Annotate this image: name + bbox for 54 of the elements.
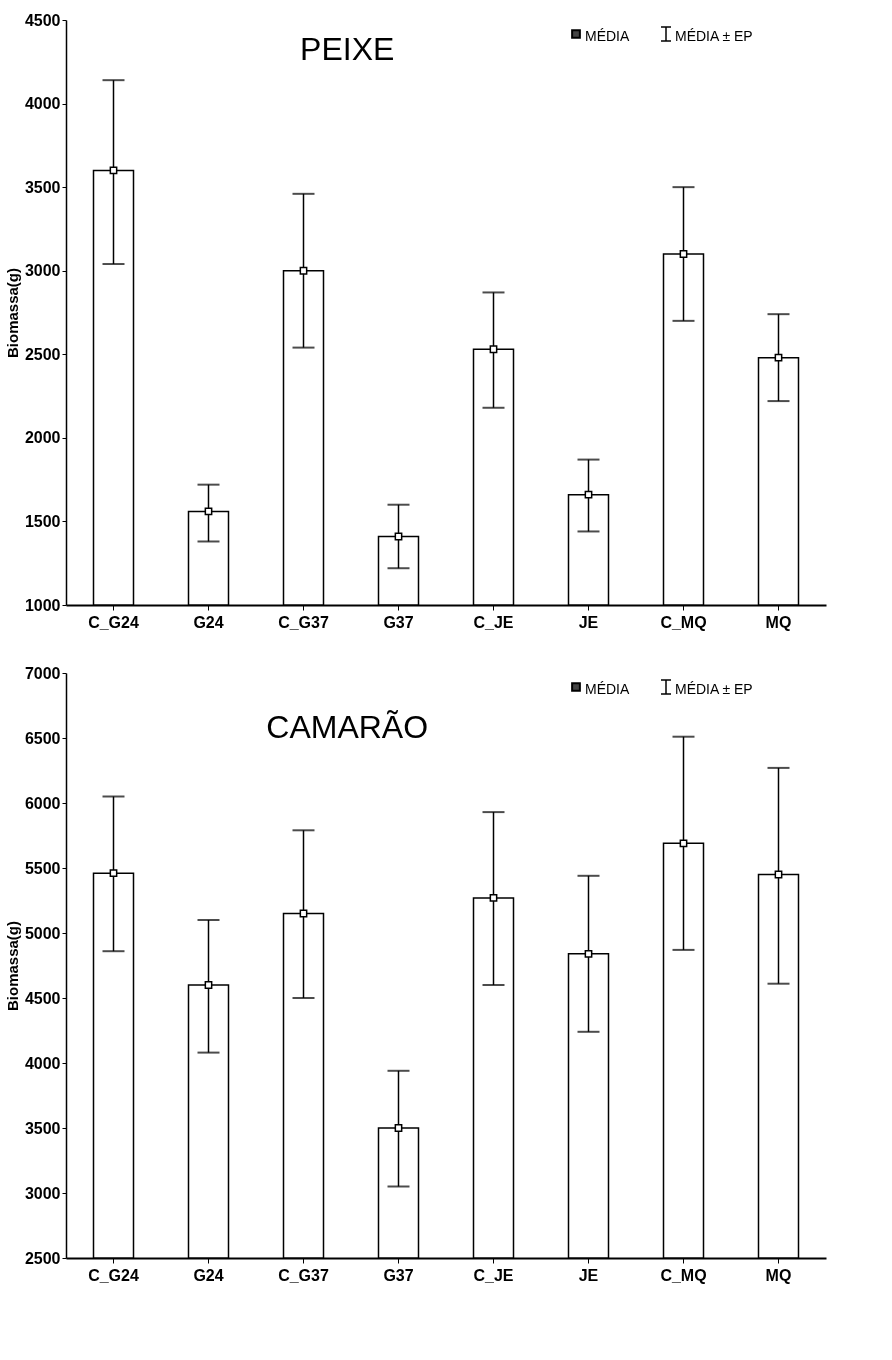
y-tick-label: 3500: [24, 1119, 61, 1137]
y-tick-label: 4500: [24, 11, 61, 29]
point: [204, 981, 213, 989]
y-tick-label: 3000: [24, 262, 61, 280]
y-tick-label: 5500: [24, 859, 61, 877]
point: [394, 1124, 403, 1132]
x-tick-label: MQ: [765, 613, 792, 631]
point: [774, 353, 783, 362]
point: [584, 490, 593, 499]
x-tick-label: MQ: [765, 1266, 792, 1284]
x-tick-label: G24: [193, 613, 224, 631]
y-tick-label: 2500: [24, 1249, 61, 1267]
annotation: MÉDIA ± EP: [675, 28, 753, 44]
x-tick-label: C_JE: [473, 1266, 514, 1284]
point: [679, 250, 688, 258]
y-axis-title: Biomassa(g): [3, 920, 21, 1012]
x-tick-label: G37: [383, 1266, 414, 1284]
y-tick-label: 7000: [24, 664, 61, 682]
y-tick-label: 4000: [24, 1054, 61, 1072]
y-tick-label: 3500: [24, 178, 61, 196]
y-tick-label: 6500: [24, 729, 61, 747]
x-tick-label: G37: [383, 613, 414, 631]
x-tick-label: C_JE: [473, 613, 514, 631]
point: [109, 869, 118, 878]
x-tick-label: C_G24: [88, 613, 139, 631]
y-tick-label: 2500: [24, 345, 61, 363]
point: [489, 345, 498, 354]
point: [204, 507, 213, 516]
y-tick-label: 2000: [24, 429, 61, 447]
text: CAMARÃO: [266, 709, 429, 745]
x-tick-label: G24: [193, 1266, 224, 1284]
x-tick-label: JE: [578, 613, 599, 631]
legend-label: MÉDIA: [585, 28, 630, 44]
legend-label: MÉDIA: [585, 681, 630, 697]
y-tick-label: 5000: [24, 924, 61, 942]
x-tick-label: C_G37: [278, 1266, 329, 1284]
y-tick-label: 1500: [24, 512, 61, 530]
point: [679, 839, 688, 848]
annotation: MÉDIA ± EP: [675, 681, 753, 697]
x-tick-label: C_MQ: [660, 613, 707, 631]
chart-title: PEIXE: [300, 31, 395, 67]
x-tick-label: C_G37: [278, 613, 329, 631]
x-tick-label: C_MQ: [660, 1266, 707, 1284]
y-axis-title: Biomassa(g): [3, 267, 21, 359]
x-tick-label: JE: [578, 1266, 599, 1284]
y-tick-label: 4500: [24, 989, 61, 1007]
x-tick-label: C_G24: [88, 1266, 139, 1284]
point: [584, 949, 593, 958]
point: [299, 266, 308, 275]
y-tick-label: 6000: [24, 794, 61, 812]
y-tick-label: 1000: [24, 596, 61, 614]
y-tick-label: 3000: [24, 1184, 61, 1202]
y-tick-label: 4000: [24, 95, 61, 113]
point: [489, 893, 498, 902]
